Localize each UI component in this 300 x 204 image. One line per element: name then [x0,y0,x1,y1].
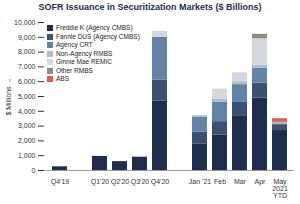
svg-text:6,000: 6,000 [18,78,36,85]
svg-text:Jan '21: Jan '21 [189,178,211,185]
svg-text:2,000: 2,000 [18,137,36,144]
html-text:Non-Agency RMBS: Non-Agency RMBS [56,49,113,57]
svg-text:Q2'20: Q2'20 [111,178,130,186]
html-text:Freddie K (Agency CMBS): Freddie K (Agency CMBS) [56,24,133,31]
html-text:Agency CRT: Agency CRT [56,41,93,48]
html-text:Other RMBS: Other RMBS [56,66,93,74]
svg-text:Apr: Apr [255,178,267,186]
svg-text:0: 0 [32,167,36,174]
svg-text:9,000: 9,000 [18,34,36,41]
svg-text:Q4'20: Q4'20 [151,178,170,186]
svg-text:8,000: 8,000 [18,48,36,55]
svg-text:May2021YTD: May2021YTD [272,178,288,199]
svg-text:7,000: 7,000 [18,63,36,70]
svg-text:5,000: 5,000 [18,93,36,100]
html-text:Fannie DUS (Agency CMBS): Fannie DUS (Agency CMBS) [56,32,140,40]
svg-text:10,000: 10,000 [14,19,36,26]
svg-text:3,000: 3,000 [18,122,36,129]
svg-text:Q1'20: Q1'20 [91,178,110,186]
svg-text:4,000: 4,000 [18,108,36,115]
svg-text:$ Millions →: $ Millions → [5,77,12,115]
svg-text:Feb: Feb [214,178,226,185]
svg-text:Q4'19: Q4'19 [51,178,70,186]
svg-text:Mar: Mar [234,178,247,185]
html-text:ABS: ABS [56,75,69,82]
html-text:SOFR Issuance in Securitizatio: SOFR Issuance in Securitization Markets … [38,2,262,12]
html-text:Ginnie Mae REMIC: Ginnie Mae REMIC [56,58,112,65]
svg-text:1,000: 1,000 [18,152,36,159]
svg-text:Q3'20: Q3'20 [131,178,150,186]
